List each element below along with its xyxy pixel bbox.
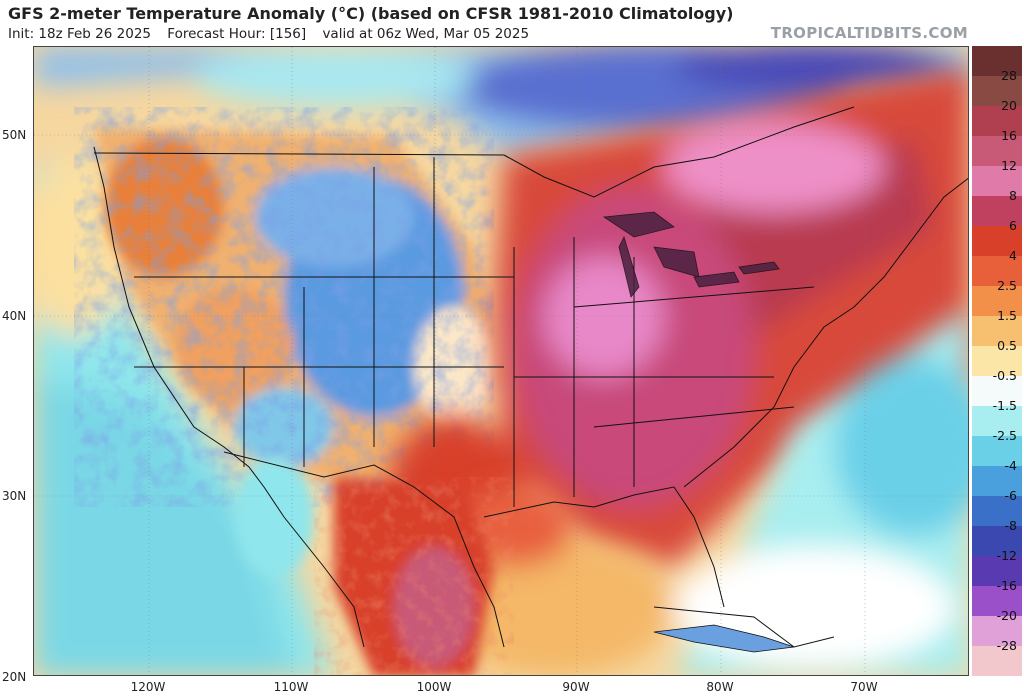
colorbar-swatch <box>972 286 1022 316</box>
lon-label-70w: 70W <box>850 680 878 694</box>
lon-label-110w: 110W <box>273 680 309 694</box>
colorbar-swatch <box>972 316 1022 346</box>
lat-label-40n: 40N <box>2 309 27 323</box>
lat-label-50n: 50N <box>2 128 27 142</box>
colorbar-legend: 28 20 16 12 8 6 4 2.5 1.5 0.5 -0.5 -1.5 -2.5 -4 -6 -8 -1… <box>972 46 1022 676</box>
colorbar-label: -12 <box>996 548 1017 563</box>
colorbar-label: 16 <box>1001 128 1017 143</box>
colorbar-label: -0.5 <box>992 368 1017 383</box>
colorbar-swatch <box>972 616 1022 646</box>
colorbar-label: -1.5 <box>992 398 1017 413</box>
cuba <box>653 624 795 653</box>
lat-label-20n: 20N <box>2 670 27 684</box>
map-subtitle: Init: 18z Feb 26 2025 Forecast Hour: [15… <box>8 26 541 42</box>
colorbar-swatch <box>972 196 1022 226</box>
map-header: GFS 2-meter Temperature Anomaly (°C) (ba… <box>6 4 1018 44</box>
lon-label-100w: 100W <box>416 680 452 694</box>
colorbar-label: -8 <box>1004 518 1017 533</box>
brand-watermark[interactable]: TROPICALTIDBITS.COM <box>770 24 968 42</box>
boundaries <box>93 106 968 648</box>
colorbar-label: 2.5 <box>997 278 1017 293</box>
colorbar-swatch <box>972 226 1022 256</box>
colorbar-label: -6 <box>1004 488 1017 503</box>
colorbar-swatch <box>972 166 1022 196</box>
colorbar-swatch-top <box>972 46 1022 76</box>
map-title: GFS 2-meter Temperature Anomaly (°C) (ba… <box>8 4 734 23</box>
colorbar-swatch <box>972 136 1022 166</box>
colorbar-label: -4 <box>1004 458 1017 473</box>
lon-label-120w: 120W <box>130 680 166 694</box>
init-time: Init: 18z Feb 26 2025 <box>8 26 151 42</box>
colorbar-label: -16 <box>996 578 1017 593</box>
lon-label-80w: 80W <box>706 680 734 694</box>
colorbar-swatch <box>972 76 1022 106</box>
colorbar-swatch <box>972 346 1022 376</box>
colorbar-label: 28 <box>1001 68 1017 83</box>
colorbar-swatch <box>972 646 1022 676</box>
colorbar-label: -20 <box>996 608 1017 623</box>
graticule <box>34 47 968 675</box>
colorbar-label: 1.5 <box>997 308 1017 323</box>
colorbar-swatch <box>972 406 1022 436</box>
colorbar-label: -28 <box>996 638 1017 653</box>
colorbar-swatch <box>972 526 1022 556</box>
colorbar-label: 4 <box>1009 248 1017 263</box>
colorbar-swatch <box>972 466 1022 496</box>
colorbar-swatch <box>972 376 1022 406</box>
colorbar-swatch <box>972 436 1022 466</box>
colorbar-swatch <box>972 586 1022 616</box>
colorbar-swatch <box>972 256 1022 286</box>
mexico-texture <box>314 477 514 675</box>
great-lakes <box>602 211 780 298</box>
colorbar-swatch <box>972 556 1022 586</box>
anomaly-map-canvas <box>34 47 968 675</box>
forecast-hour: Forecast Hour: [156] <box>167 26 307 42</box>
colorbar-label: 6 <box>1009 218 1017 233</box>
colorbar-swatch <box>972 496 1022 526</box>
colorbar-label: 12 <box>1001 158 1017 173</box>
lon-label-90w: 90W <box>562 680 590 694</box>
valid-time: valid at 06z Wed, Mar 05 2025 <box>322 26 530 42</box>
colorbar-label: 0.5 <box>997 338 1017 353</box>
colorbar-label: 20 <box>1001 98 1017 113</box>
anomaly-map[interactable] <box>33 46 969 676</box>
colorbar-label: -2.5 <box>992 428 1017 443</box>
lat-label-30n: 30N <box>2 489 27 503</box>
colorbar-label: 8 <box>1009 188 1017 203</box>
colorbar-swatch <box>972 106 1022 136</box>
